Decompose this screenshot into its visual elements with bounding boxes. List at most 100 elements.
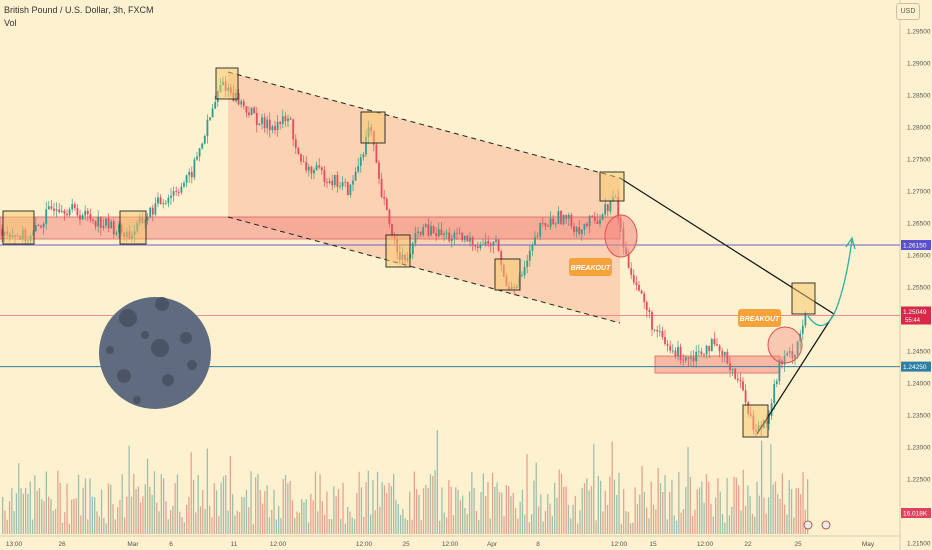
volume-bar bbox=[204, 508, 206, 534]
volume-bar bbox=[238, 512, 241, 534]
candle-body bbox=[383, 197, 386, 199]
volume-bar bbox=[381, 482, 383, 534]
pivot-box bbox=[742, 404, 769, 438]
volume-bar bbox=[160, 474, 162, 534]
candle-body bbox=[151, 207, 154, 215]
candle-body bbox=[341, 182, 344, 187]
volume-bar bbox=[213, 483, 215, 534]
candle-body bbox=[666, 343, 669, 346]
volume-bar bbox=[43, 501, 45, 534]
candle-body bbox=[775, 381, 778, 384]
candle-body bbox=[276, 121, 279, 131]
volume-bar bbox=[574, 495, 576, 534]
volume-bar bbox=[278, 505, 280, 534]
volume-bar bbox=[248, 507, 250, 534]
candle-body bbox=[248, 112, 250, 115]
candle-body bbox=[731, 368, 734, 370]
volume-bar bbox=[128, 445, 130, 534]
time-tick-label: 15 bbox=[649, 541, 657, 548]
volume-bar bbox=[264, 491, 266, 534]
volume-bar bbox=[680, 512, 682, 534]
volume-bar bbox=[151, 495, 153, 534]
candle-body bbox=[167, 197, 170, 203]
volume-bar bbox=[724, 522, 726, 534]
candle-body bbox=[586, 223, 588, 226]
volume-bar bbox=[519, 501, 521, 534]
candle-body bbox=[198, 148, 201, 157]
volume-bar bbox=[110, 484, 112, 534]
volume-bar bbox=[434, 470, 436, 534]
volume-bar bbox=[510, 496, 512, 534]
candle-body bbox=[742, 381, 744, 391]
volume-bar bbox=[657, 468, 659, 534]
time-tick-label: 12:00 bbox=[697, 541, 714, 548]
candle-body bbox=[268, 119, 271, 131]
volume-bar bbox=[356, 493, 358, 534]
volume-bar bbox=[671, 480, 673, 534]
volume-bar bbox=[18, 463, 20, 534]
volume-bar bbox=[462, 495, 464, 534]
volume-bar bbox=[342, 482, 344, 534]
volume-bar bbox=[744, 505, 747, 534]
volume-bar bbox=[487, 482, 489, 534]
candle-body bbox=[432, 226, 435, 234]
volume-bar bbox=[107, 483, 110, 534]
candle-body bbox=[185, 175, 188, 183]
volume-bar bbox=[618, 472, 620, 534]
candle-body bbox=[1, 229, 3, 236]
candle-body bbox=[710, 339, 713, 352]
volume-bar bbox=[678, 472, 680, 534]
volume-bar bbox=[597, 476, 599, 534]
volume-bar bbox=[409, 491, 411, 534]
currency-button[interactable]: USD bbox=[896, 3, 920, 20]
pivot-box bbox=[360, 111, 386, 144]
volume-bar bbox=[620, 523, 622, 534]
breakout-callout bbox=[569, 258, 612, 276]
candle-body bbox=[700, 351, 703, 355]
candle-body bbox=[320, 167, 323, 171]
candle-body bbox=[593, 216, 596, 221]
volume-bar bbox=[551, 516, 553, 534]
candle-body bbox=[440, 229, 443, 236]
volume-bar bbox=[710, 503, 712, 534]
candle-body bbox=[333, 175, 336, 186]
candle-body bbox=[86, 210, 89, 215]
volume-bar bbox=[87, 519, 89, 534]
moon-crater bbox=[106, 346, 114, 354]
volume-bar bbox=[790, 488, 793, 534]
volume-bar bbox=[602, 511, 604, 534]
candle-body bbox=[172, 191, 175, 196]
breakout-label: BREAKOUT bbox=[740, 316, 780, 323]
candle-body bbox=[791, 351, 794, 359]
volume-bar bbox=[544, 510, 547, 534]
price-tick-label: 1.21500 bbox=[907, 541, 931, 548]
volume-bar bbox=[163, 478, 165, 534]
candle-body bbox=[300, 154, 302, 162]
volume-bar bbox=[188, 496, 190, 534]
volume-bar bbox=[135, 489, 137, 534]
candle-body bbox=[588, 216, 591, 226]
candle-body bbox=[463, 235, 466, 241]
candle-body bbox=[695, 351, 698, 362]
volume-bar bbox=[583, 483, 586, 534]
candle-body bbox=[653, 329, 656, 331]
candle-body bbox=[435, 233, 438, 237]
candle-body bbox=[690, 357, 692, 359]
time-tick-label: 13:00 bbox=[6, 541, 23, 548]
volume-bar bbox=[457, 489, 459, 534]
candle-body bbox=[723, 351, 726, 356]
volume-bar bbox=[406, 520, 409, 534]
volume-bar bbox=[586, 478, 588, 534]
volume-bar bbox=[105, 523, 107, 534]
volume-bar bbox=[374, 510, 376, 534]
volume-bar bbox=[721, 514, 724, 534]
price-tick-label: 1.24000 bbox=[907, 381, 931, 388]
volume-bar bbox=[793, 517, 795, 534]
volume-bar bbox=[66, 483, 68, 534]
volume-bar bbox=[75, 498, 77, 534]
candle-body bbox=[388, 209, 391, 224]
volume-bar bbox=[176, 474, 179, 534]
volume-bar bbox=[650, 481, 652, 534]
